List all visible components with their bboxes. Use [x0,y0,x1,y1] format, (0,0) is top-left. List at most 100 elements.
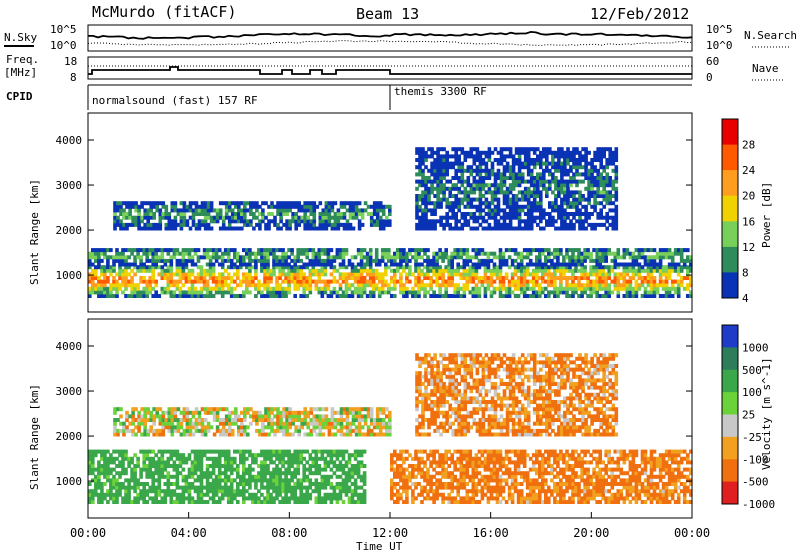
data-cell [471,262,476,267]
data-cell [523,147,528,152]
data-cell [547,279,551,284]
data-cell [432,279,436,284]
data-cell [175,265,180,270]
data-cell [513,265,518,270]
data-cell [557,147,561,152]
data-cell [106,265,110,270]
data-cell [214,276,219,280]
data-cell [616,255,621,260]
data-cell [218,215,223,220]
data-cell [454,161,458,166]
data-cell [557,190,561,195]
data-cell [548,161,552,166]
data-cell [212,219,217,224]
data-cell [402,478,406,483]
data-cell [541,248,545,253]
data-cell [378,226,383,231]
data-cell [169,474,174,479]
data-cell [278,248,282,253]
data-cell [596,147,600,152]
data-cell [356,268,361,273]
data-cell [676,279,681,284]
data-cell [172,279,177,284]
data-cell [94,251,98,256]
data-cell [575,190,579,195]
data-cell [667,255,672,260]
data-cell [315,204,320,209]
data-cell [169,248,174,253]
data-cell [472,226,477,231]
data-cell [188,215,193,220]
data-cell [525,268,530,273]
data-cell [565,262,569,267]
data-cell [493,215,498,220]
data-cell [119,226,123,231]
data-cell [563,186,567,191]
data-cell [465,449,470,454]
data-cell [226,478,231,483]
data-cell [326,492,331,497]
data-cell [341,255,346,260]
data-cell [676,286,681,291]
data-cell [115,492,119,497]
data-cell [312,208,317,213]
data-cell [100,449,104,454]
data-cell [550,262,554,267]
data-cell [261,219,265,224]
data-cell [574,283,578,288]
data-cell [187,474,192,479]
data-cell [323,460,328,465]
data-cell [100,283,104,288]
data-cell [124,453,128,458]
data-cell [423,294,427,298]
data-cell [88,251,92,256]
data-cell [441,276,445,280]
data-cell [429,496,433,501]
data-cell [520,204,525,209]
data-cell [160,265,165,270]
data-cell [302,262,306,267]
data-cell [227,215,232,220]
data-cell [444,279,448,284]
data-cell [462,485,467,490]
data-cell [148,485,152,490]
data-cell [511,204,516,209]
data-cell [402,474,406,479]
data-cell [439,172,443,177]
data-cell [514,147,519,152]
data-cell [293,276,297,280]
data-cell [374,276,379,280]
data-cell [402,489,406,494]
data-cell [293,294,297,298]
data-cell [390,286,394,291]
data-cell [233,478,237,483]
data-cell [257,500,261,504]
data-cell [208,258,213,263]
data-cell [248,248,252,253]
data-cell [528,279,533,284]
data-cell [584,150,588,155]
data-cell [97,482,101,486]
data-cell [106,489,110,494]
data-cell [236,251,240,256]
data-cell [348,204,353,209]
data-cell [604,279,608,284]
data-cell [599,208,603,213]
data-cell [456,283,460,288]
data-cell [306,219,310,224]
data-cell [664,276,669,280]
data-cell [300,204,304,209]
data-cell [329,265,334,270]
data-cell [229,482,234,486]
data-cell [148,279,152,284]
data-cell [290,496,294,501]
data-cell [418,147,422,152]
data-cell [565,290,569,295]
data-cell [302,449,306,454]
data-cell [405,492,409,497]
data-cell [522,290,527,295]
data-cell [517,183,522,188]
data-cell [450,478,454,483]
data-cell [511,215,516,220]
data-cell [151,272,155,277]
